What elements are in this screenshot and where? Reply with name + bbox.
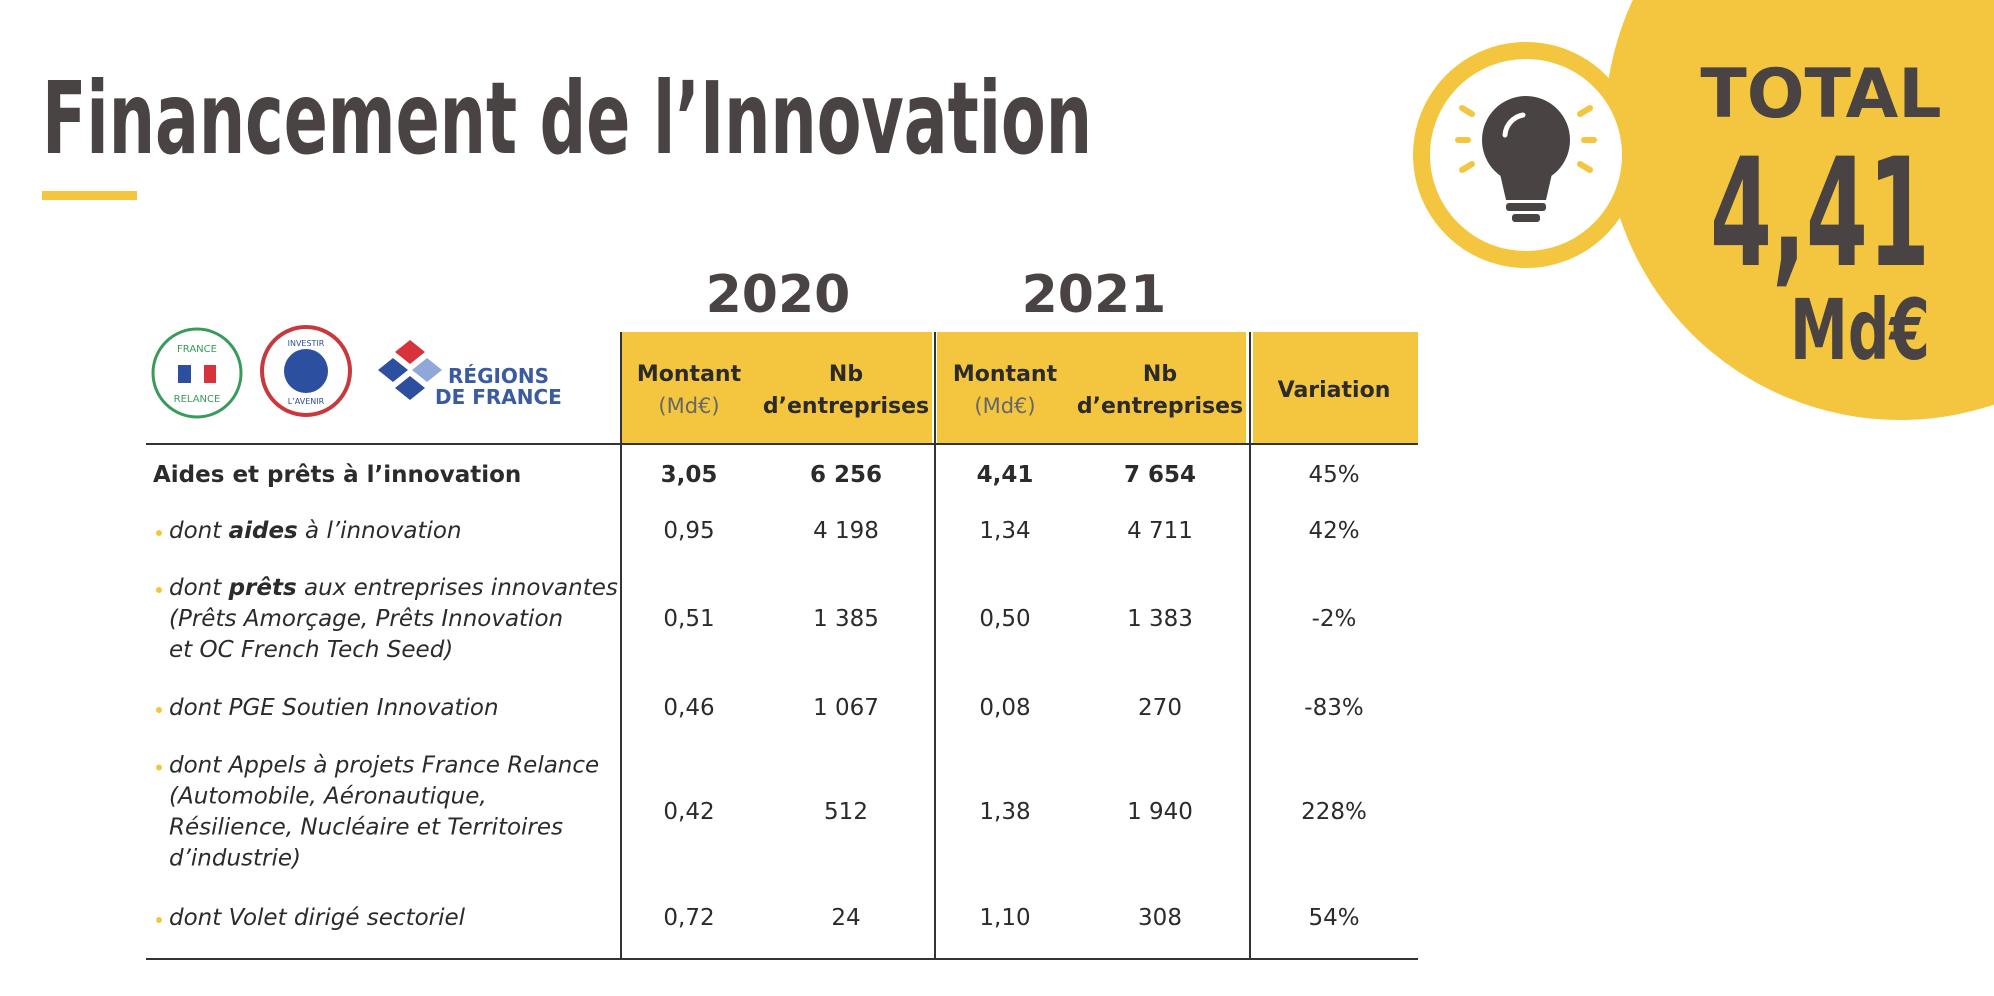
row-label-part: à l’innovation: [298, 518, 462, 544]
year-heading: 2021: [1022, 265, 1167, 325]
bullet: [156, 707, 162, 713]
logo-text: INVESTIR: [288, 339, 325, 348]
header-band: [1253, 332, 1418, 444]
cell: 228%: [1301, 799, 1367, 825]
cell: -83%: [1304, 695, 1363, 721]
header-subtitle: d’entreprises: [763, 394, 929, 419]
cell: 0,72: [663, 905, 714, 931]
row-label-part: dont: [169, 518, 229, 544]
bulb-icon: [1455, 96, 1597, 222]
cell: 4,41: [977, 462, 1034, 488]
bullet: [156, 917, 162, 923]
cell: 4 198: [813, 518, 879, 544]
cell: 0,95: [663, 518, 714, 544]
cell: 54%: [1308, 905, 1359, 931]
cell: 0,42: [663, 799, 714, 825]
row-label: d’industrie): [169, 846, 301, 872]
row-label: (Prêts Amorçage, Prêts Innovation: [169, 606, 563, 632]
total-value: 4,41: [1710, 127, 1930, 301]
row-label: Résilience, Nucléaire et Territoires: [169, 815, 563, 841]
row-label-part: prêts: [228, 575, 297, 601]
cell: 0,51: [663, 606, 714, 632]
bullet: [156, 530, 162, 536]
row-label: dont Volet dirigé sectoriel: [169, 905, 466, 931]
row-label: dont prêts aux entreprises innovantes: [169, 575, 618, 601]
cell: 270: [1138, 695, 1182, 721]
header-unit: (Md€): [974, 394, 1035, 418]
cell: 308: [1138, 905, 1182, 931]
cell: 1,10: [979, 905, 1030, 931]
logo-text: L’AVENIR: [288, 397, 325, 406]
cell: 6 256: [810, 462, 882, 488]
cell: 24: [831, 905, 860, 931]
header-title: Variation: [1278, 378, 1391, 403]
row-label: (Automobile, Aéronautique,: [169, 784, 487, 810]
cell: 1 940: [1127, 799, 1193, 825]
cell: 1 067: [813, 695, 879, 721]
row-label: Aides et prêts à l’innovation: [153, 462, 521, 488]
total-label: TOTAL: [1700, 55, 1941, 134]
header-band: [937, 332, 1246, 444]
cell: 7 654: [1124, 462, 1196, 488]
header-unit: (Md€): [658, 394, 719, 418]
table-rules: [146, 332, 1418, 960]
cell: 1 383: [1127, 606, 1193, 632]
cell: 3,05: [661, 462, 718, 488]
row-label: dont PGE Soutien Innovation: [169, 695, 499, 721]
header-band: [622, 332, 932, 444]
page-title: Financement de l’Innovation: [42, 60, 1092, 177]
header-subtitle: d’entreprises: [1077, 394, 1243, 419]
header-title: Montant: [637, 362, 742, 387]
row-label: dont aides à l’innovation: [169, 518, 462, 544]
france-relance-logo: FRANCE RELANCE: [151, 327, 243, 419]
cell: 0,08: [979, 695, 1030, 721]
row-label-part: dont: [169, 575, 229, 601]
cell: 42%: [1308, 518, 1359, 544]
total-badge: [1605, 0, 1994, 420]
cell: 1,38: [979, 799, 1030, 825]
cell: 45%: [1308, 462, 1359, 488]
logo-text: RELANCE: [174, 394, 221, 405]
cell: 0,50: [979, 606, 1030, 632]
header-title: Nb: [829, 362, 863, 387]
logo-text: DE FRANCE: [435, 385, 562, 409]
header-title: Nb: [1143, 362, 1177, 387]
investir-logo: INVESTIR L’AVENIR: [260, 325, 352, 417]
year-heading: 2020: [706, 265, 851, 325]
cell: 1,34: [979, 518, 1030, 544]
cell: 4 711: [1127, 518, 1193, 544]
row-label-part: aides: [229, 518, 298, 544]
cell: 512: [824, 799, 868, 825]
cell: 0,46: [663, 695, 714, 721]
header-title: Montant: [953, 362, 1058, 387]
row-label: dont Appels à projets France Relance: [169, 753, 599, 779]
title-underline: [42, 191, 137, 200]
bullet: [156, 764, 162, 771]
total-unit: Md€: [1790, 281, 1930, 379]
regions-logo: RÉGIONS DE FRANCE: [378, 340, 562, 409]
table: Montant (Md€) Nb d’entreprises Montant (Md€) N…: [153, 362, 1390, 931]
cell: 1 385: [813, 606, 879, 632]
cell: -2%: [1312, 606, 1357, 632]
row-label: et OC French Tech Seed): [169, 637, 453, 663]
row-label-part: aux entreprises innovantes: [297, 575, 618, 601]
logo-text: FRANCE: [177, 344, 217, 355]
logo-text: RÉGIONS: [448, 364, 549, 388]
bullet: [156, 587, 162, 593]
